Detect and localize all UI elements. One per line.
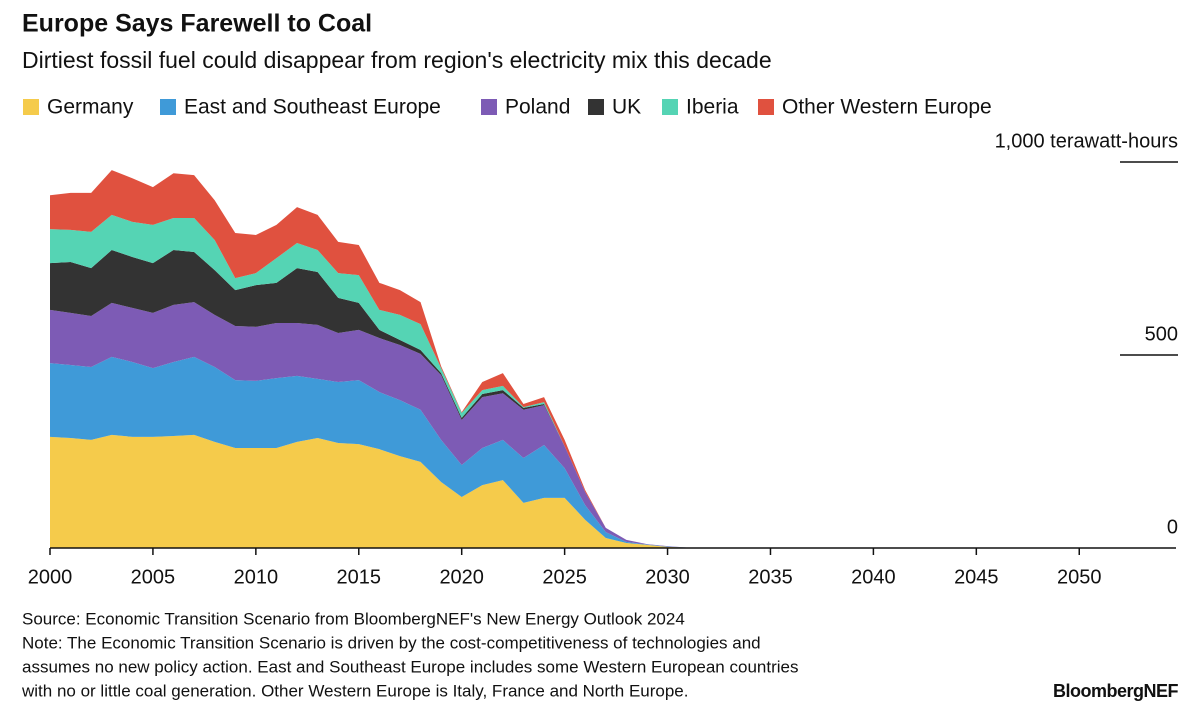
legend-label: East and Southeast Europe [184,96,441,119]
area [50,356,709,548]
note: Note: The Economic Transition Scenario i… [22,633,761,652]
x-tick-label: 2005 [131,566,176,588]
logo: BloombergNEF [1053,681,1179,701]
legend-label: Germany [47,96,134,119]
x-tick-label: 2000 [28,566,73,588]
legend-swatch [588,99,604,115]
x-tick-label: 2025 [542,566,587,588]
y-tick-label: 500 [1145,323,1178,345]
legend-label: Iberia [686,96,739,119]
x-tick-label: 2030 [645,566,690,588]
note: assumes no new policy action. East and S… [22,657,798,676]
y-tick-label: 1,000 terawatt-hours [995,130,1178,152]
legend-swatch [758,99,774,115]
chart-title: Europe Says Farewell to Coal [22,10,372,38]
legend-swatch [662,99,678,115]
x-tick-label: 2040 [851,566,896,588]
source: Source: Economic Transition Scenario fro… [22,609,685,628]
area [50,214,709,548]
chart-subtitle: Dirtiest fossil fuel could disappear fro… [22,47,772,73]
area [50,250,709,548]
x-tick-label: 2010 [234,566,279,588]
note: with no or little coal generation. Other… [21,681,689,700]
x-tick-label: 2035 [748,566,793,588]
legend-swatch [23,99,39,115]
x-tick-label: 2045 [954,566,999,588]
x-tick-label: 2020 [439,566,484,588]
legend-label: UK [612,96,641,119]
legend-swatch [481,99,497,115]
area [50,434,709,548]
x-tick-label: 2015 [337,566,382,588]
legend-label: Other Western Europe [782,96,992,119]
area [50,170,709,548]
y-tick-label: 0 [1167,516,1178,538]
legend-label: Poland [505,96,570,119]
area [50,302,709,548]
legend-swatch [160,99,176,115]
x-tick-label: 2050 [1057,566,1102,588]
